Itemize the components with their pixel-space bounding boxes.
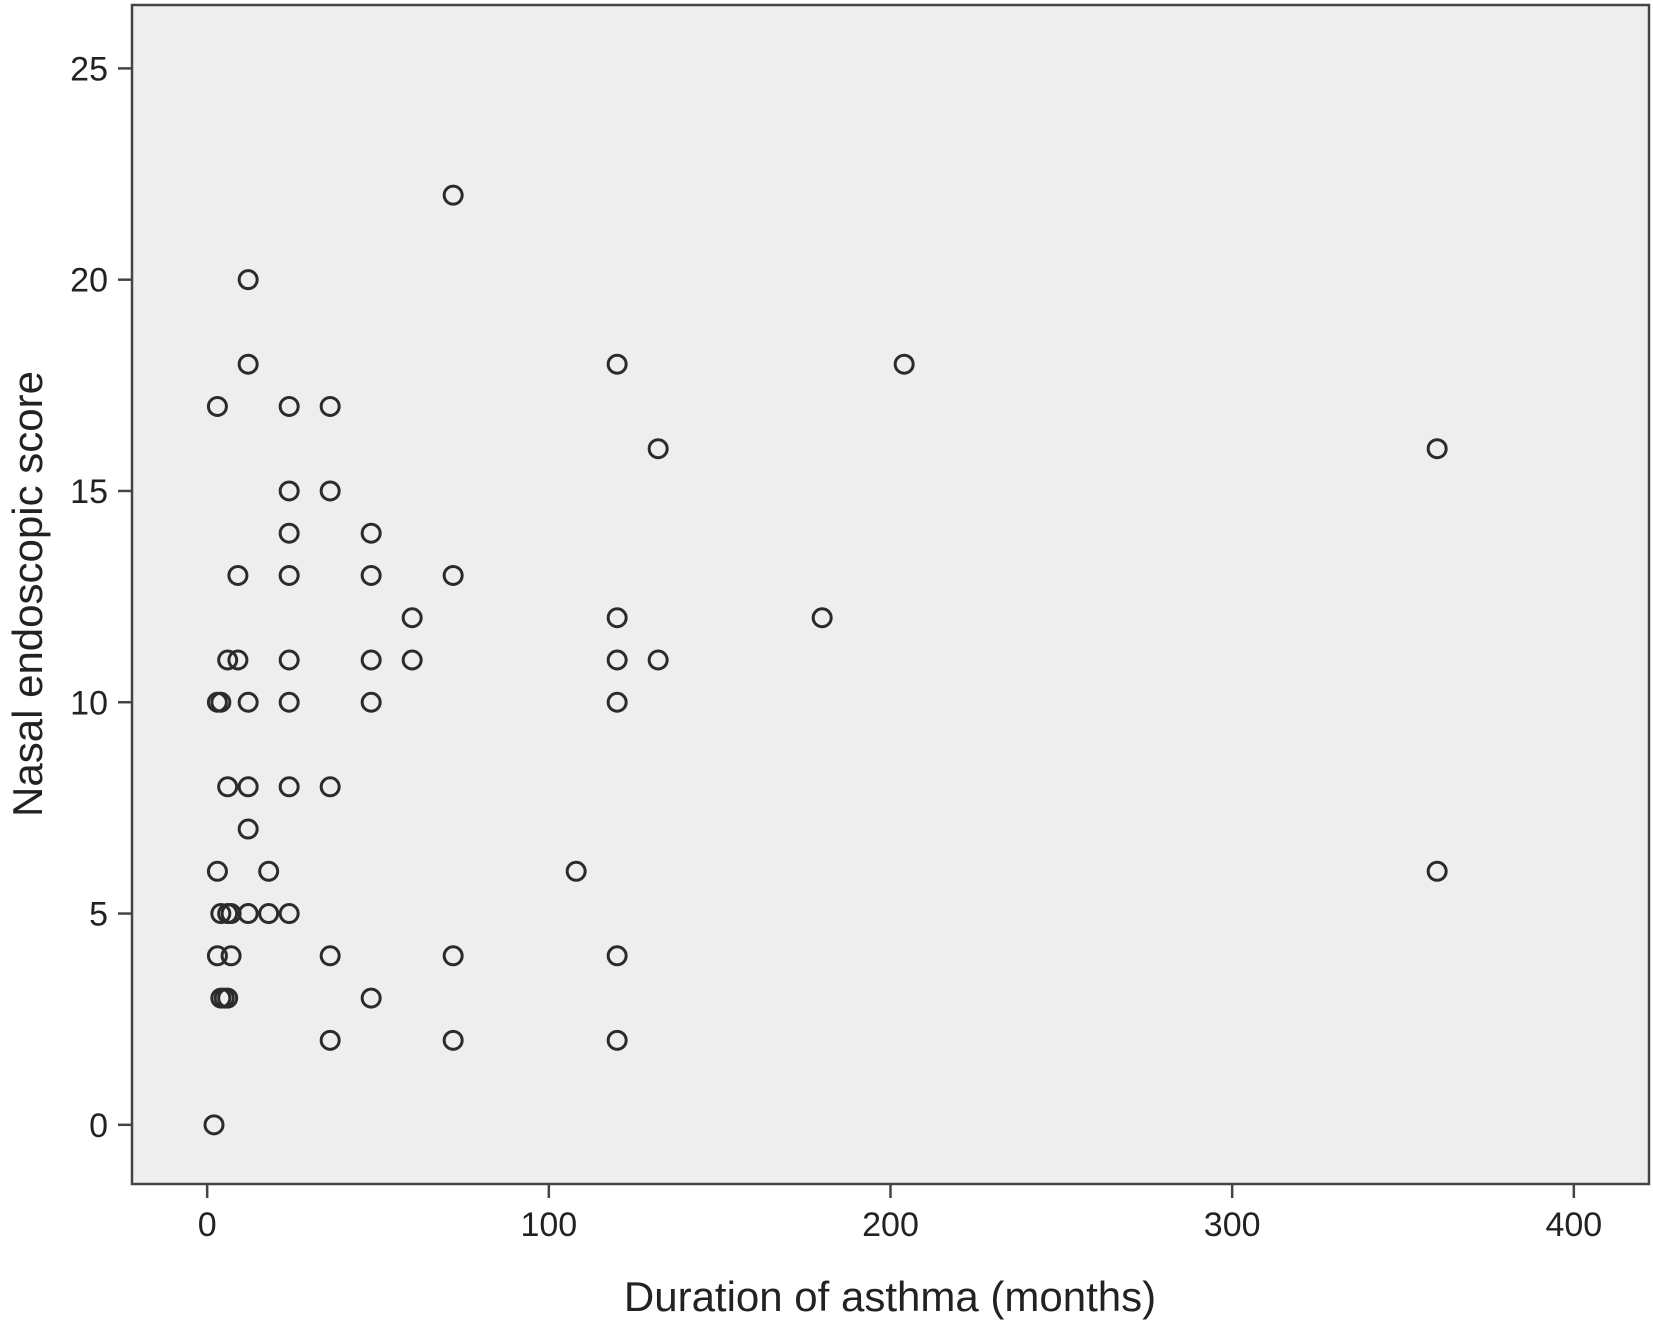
data-point [360,649,382,671]
data-point [360,987,382,1009]
data-point [278,564,300,586]
data-point [278,776,300,798]
y-axis: 0 5 10 15 20 25 [70,50,132,1145]
x-tick-label: 100 [520,1206,577,1244]
y-axis-title: Nasal endoscopic score [4,371,51,817]
data-point [237,903,259,925]
data-point [319,1029,341,1051]
data-point [237,691,259,713]
data-point [565,860,587,882]
data-point [319,395,341,417]
data-point [606,691,628,713]
data-point [606,649,628,671]
y-tick-label: 10 [70,684,108,722]
data-point [217,649,239,671]
data-point [606,945,628,967]
data-point [258,860,280,882]
data-point [319,480,341,502]
data-point [237,353,259,375]
data-point [319,776,341,798]
data-point [206,395,228,417]
data-point [442,564,464,586]
data-point [1426,438,1448,460]
data-point [206,860,228,882]
data-point [227,649,249,671]
data-point [278,395,300,417]
data-point [210,691,232,713]
data-point [893,353,915,375]
data-point [227,564,249,586]
data-point [401,649,423,671]
x-tick-label: 400 [1545,1206,1602,1244]
data-point [360,691,382,713]
data-point [319,945,341,967]
data-point [811,607,833,629]
data-point [278,480,300,502]
x-axis: 0 100 200 300 400 [198,1184,1602,1244]
data-point [237,818,259,840]
data-point [360,522,382,544]
y-tick-label: 25 [70,50,108,88]
x-tick-label: 300 [1204,1206,1261,1244]
data-point [360,564,382,586]
data-point [258,903,280,925]
x-tick-label: 0 [198,1206,217,1244]
data-point [237,269,259,291]
plot-area [130,3,1651,1186]
y-tick-label: 20 [70,262,108,300]
data-point [217,776,239,798]
y-tick-label: 0 [89,1107,108,1145]
data-point [210,903,232,925]
data-points [203,184,1448,1136]
data-point [203,1114,225,1136]
data-point [206,945,228,967]
x-axis-title: Duration of asthma (months) [624,1273,1156,1320]
data-point [278,903,300,925]
data-point [217,987,239,1009]
data-point [647,438,669,460]
y-tick-label: 15 [70,473,108,511]
data-point [647,649,669,671]
data-point [606,353,628,375]
x-tick-label: 200 [862,1206,919,1244]
data-point [606,607,628,629]
data-point [278,522,300,544]
data-point [220,945,242,967]
data-point [401,607,423,629]
data-point [237,776,259,798]
data-point [278,649,300,671]
data-point [442,1029,464,1051]
data-point [606,1029,628,1051]
y-tick-label: 5 [89,896,108,934]
data-point [278,691,300,713]
data-point [442,184,464,206]
data-point [1426,860,1448,882]
data-point [442,945,464,967]
